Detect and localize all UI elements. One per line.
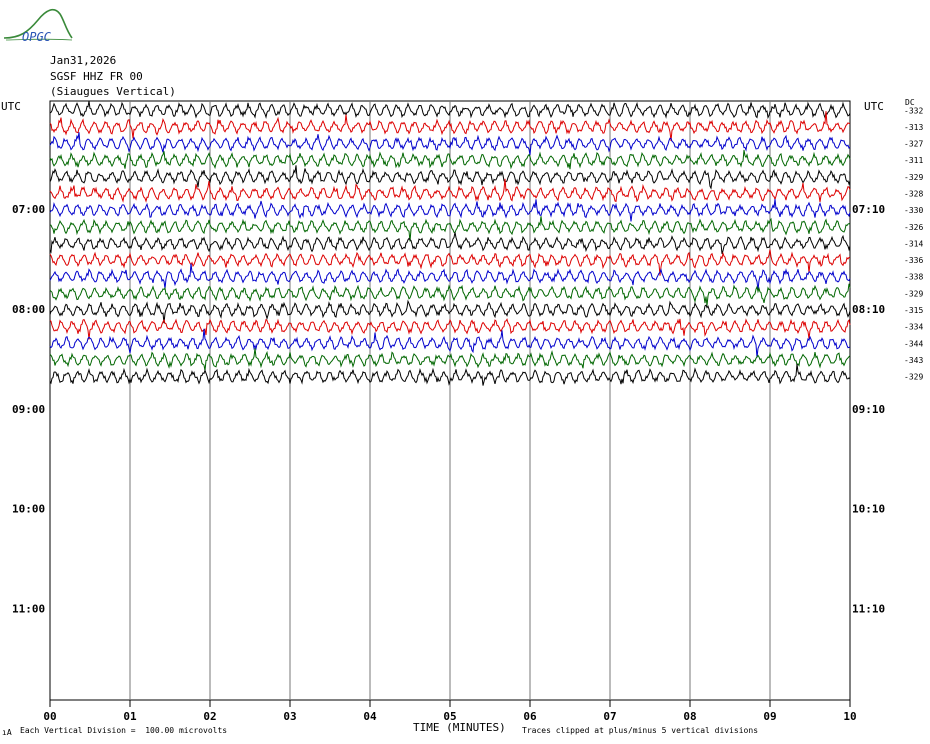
seismic-trace — [49, 111, 851, 142]
trace-dc-value: -329 — [904, 173, 923, 182]
left-time-label: 08:00 — [12, 303, 45, 316]
left-time-label: 10:00 — [12, 503, 45, 516]
seismic-trace — [49, 348, 851, 371]
x-axis-title: TIME (MINUTES) — [413, 721, 506, 734]
trace-dc-value: -326 — [904, 223, 923, 232]
seismic-trace — [49, 283, 851, 306]
trace-dc-value: -344 — [904, 339, 923, 348]
x-tick-label: 09 — [763, 710, 776, 723]
x-tick-label: 02 — [203, 710, 216, 723]
left-time-label: 07:00 — [12, 203, 45, 216]
seismic-trace — [49, 363, 851, 386]
trace-dc-value: -336 — [904, 256, 923, 265]
seismic-trace — [49, 101, 851, 120]
seismic-trace — [49, 165, 851, 190]
right-time-label: 09:10 — [852, 403, 885, 416]
footer-clip-note: Traces clipped at plus/minus 5 vertical … — [522, 726, 759, 735]
x-tick-label: 04 — [363, 710, 377, 723]
trace-dc-value: -334 — [904, 323, 923, 332]
station-code: SGSF HHZ FR 00 — [50, 70, 143, 83]
trace-dc-value: -315 — [904, 306, 923, 315]
trace-dc-value: -328 — [904, 190, 923, 199]
trace-dc-value: -314 — [904, 239, 923, 248]
x-tick-label: 01 — [123, 710, 137, 723]
seismic-trace — [49, 132, 851, 156]
seismic-trace — [49, 149, 851, 170]
seismic-trace — [49, 198, 851, 222]
right-time-label: 07:10 — [852, 203, 885, 216]
right-time-label: 08:10 — [852, 303, 885, 316]
x-tick-label: 10 — [843, 710, 856, 723]
trace-dc-value: -330 — [904, 206, 923, 215]
seismic-trace — [49, 318, 851, 340]
corner-mark: ıA — [2, 728, 12, 737]
trace-dc-value: -313 — [904, 123, 923, 132]
trace-dc-value: -343 — [904, 356, 923, 365]
seismic-trace — [49, 178, 851, 203]
seismic-trace — [49, 328, 851, 358]
trace-dc-value: -329 — [904, 373, 923, 382]
x-tick-label: 06 — [523, 710, 537, 723]
seismic-trace — [49, 263, 851, 291]
footer-scale-note: Each Vertical Division = 100.00 microvol… — [20, 726, 228, 735]
trace-dc-value: -327 — [904, 140, 923, 149]
x-tick-label: 03 — [283, 710, 296, 723]
logo-text: OPGC — [22, 30, 52, 44]
trace-dc-value: -329 — [904, 289, 923, 298]
trace-dc-value: -332 — [904, 106, 923, 115]
right-utc-label: UTC — [864, 100, 884, 113]
trace-dc-value: -311 — [904, 156, 923, 165]
x-tick-label: 05 — [443, 710, 456, 723]
station-location: (Siaugues Vertical) — [50, 85, 176, 98]
seismic-trace — [49, 216, 851, 242]
seismic-trace — [49, 299, 851, 324]
x-tick-label: 07 — [603, 710, 616, 723]
right-time-label: 11:10 — [852, 602, 885, 615]
seismic-trace — [49, 232, 851, 254]
x-tick-label: 08 — [683, 710, 696, 723]
x-tick-label: 00 — [43, 710, 56, 723]
dc-label: DC — [905, 98, 915, 107]
chart-date: Jan31,2026 — [50, 54, 117, 67]
seismic-trace — [49, 249, 851, 276]
left-time-label: 11:00 — [12, 602, 45, 615]
left-time-label: 09:00 — [12, 403, 45, 416]
left-utc-label: UTC — [1, 100, 21, 113]
right-time-label: 10:10 — [852, 503, 885, 516]
opgc-logo: OPGC — [2, 4, 74, 44]
trace-dc-value: -338 — [904, 273, 923, 282]
